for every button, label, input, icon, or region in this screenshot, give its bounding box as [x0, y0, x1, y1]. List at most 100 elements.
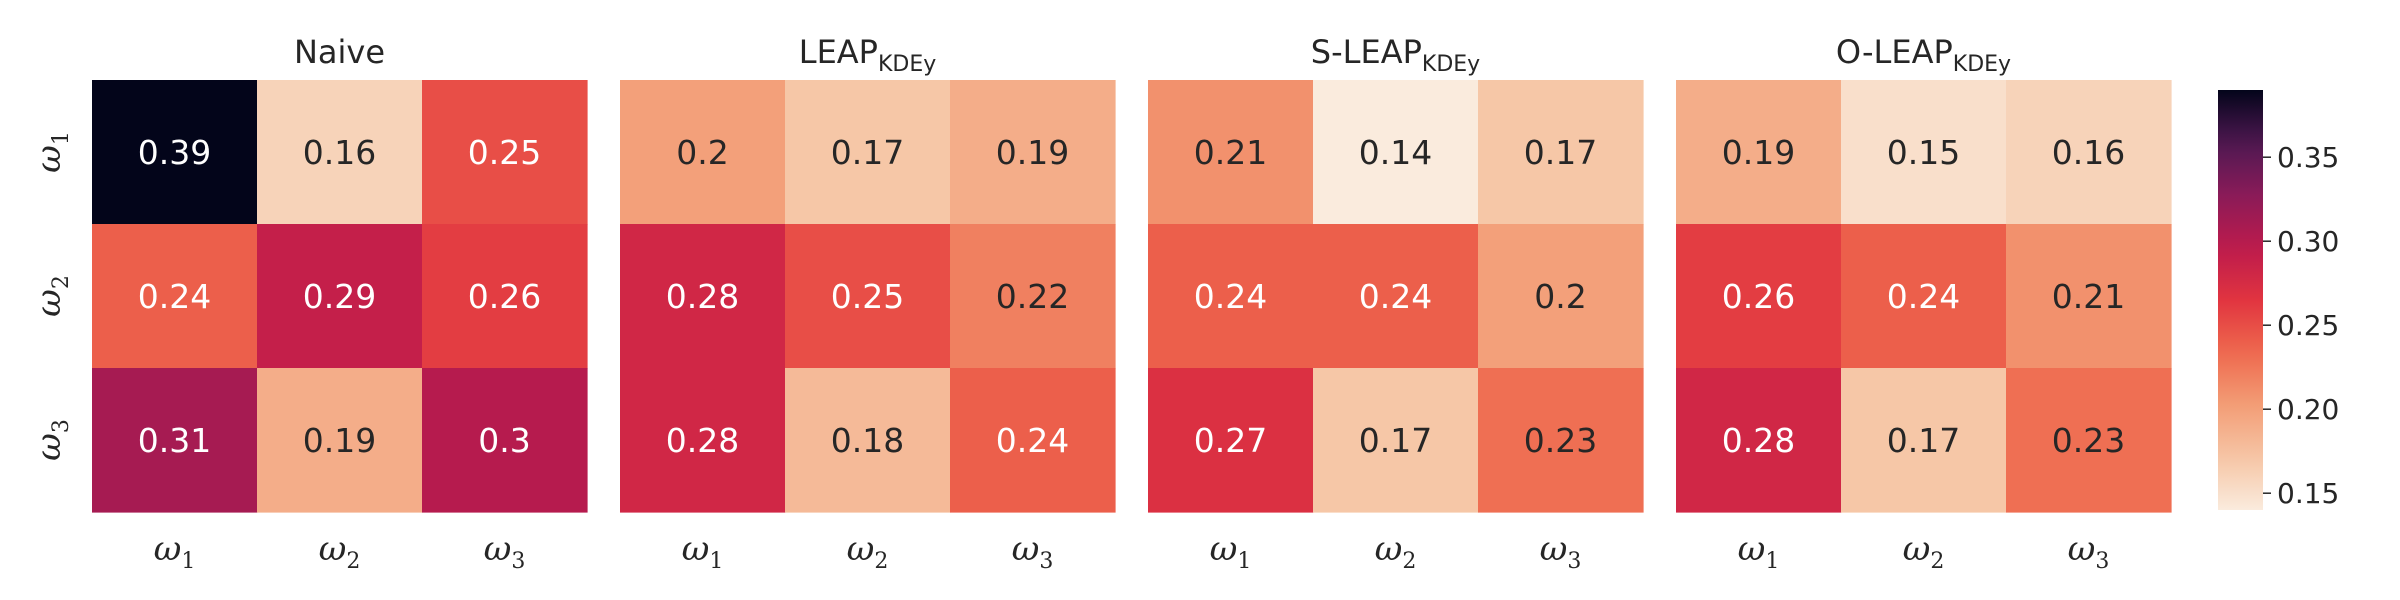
x-tick-label: ω3 — [1540, 529, 1582, 574]
cell-value-label: 0.19 — [303, 421, 376, 460]
heatmap-cell — [422, 80, 588, 225]
cell-value-label: 0.24 — [138, 277, 211, 316]
heatmap-cell — [1676, 368, 1842, 513]
cell-value-label: 0.2 — [676, 133, 728, 172]
cell-value-label: 0.28 — [666, 421, 739, 460]
heatmap-cell — [950, 368, 1116, 513]
heatmap-cell — [785, 368, 951, 513]
y-tick-label: ω1 — [29, 131, 74, 173]
colorbar-tick-label: 0.20 — [2277, 393, 2339, 426]
heatmap-cell — [257, 224, 423, 369]
colorbar-tick-label: 0.15 — [2277, 477, 2339, 510]
cell-value-label: 0.17 — [1359, 421, 1432, 460]
cell-value-label: 0.25 — [831, 277, 904, 316]
x-tick-label: ω3 — [2068, 529, 2110, 574]
cell-value-label: 0.14 — [1359, 133, 1432, 172]
cell-value-label: 0.17 — [1887, 421, 1960, 460]
heatmap-panel-3: S-LEAPKDEy 0.21 0.14 0.17 0.24 0.24 0.2 0.27 0.1… — [1148, 33, 1644, 574]
panel-title: Naive — [294, 33, 385, 71]
heatmap-cell — [1313, 368, 1479, 513]
heatmap-cell — [92, 224, 258, 369]
heatmap-cell — [2006, 368, 2172, 513]
x-tick-label: ω3 — [1012, 529, 1054, 574]
cell-value-label: 0.26 — [1722, 277, 1795, 316]
colorbar-tick-label: 0.25 — [2277, 309, 2339, 342]
heatmap-cell — [785, 80, 951, 225]
heatmap-panel-1: Naive 0.39 0.16 0.25 0.24 0.29 0.26 0.31 0.19 0.3… — [92, 33, 588, 574]
heatmap-cell — [1676, 224, 1842, 369]
heatmap-cell — [257, 368, 423, 513]
heatmap-cell — [2006, 80, 2172, 225]
cell-value-label: 0.29 — [303, 277, 376, 316]
row-axis: ω1 ω2 ω3 — [29, 131, 74, 461]
heatmap-cell — [92, 80, 258, 225]
x-tick-label: ω2 — [319, 529, 361, 574]
cell-value-label: 0.21 — [2052, 277, 2125, 316]
cell-value-label: 0.3 — [478, 421, 530, 460]
panel-title: O-LEAPKDEy — [1836, 33, 2011, 77]
heatmap-cell — [1841, 224, 2007, 369]
cell-value-label: 0.28 — [666, 277, 739, 316]
cell-value-label: 0.17 — [831, 133, 904, 172]
cell-value-label: 0.23 — [2052, 421, 2125, 460]
cell-value-label: 0.22 — [996, 277, 1069, 316]
heatmap-cell — [1841, 80, 2007, 225]
cell-value-label: 0.28 — [1722, 421, 1795, 460]
heatmap-panel-2: LEAPKDEy 0.2 0.17 0.19 0.28 0.25 0.22 0.28 0.18 0… — [620, 33, 1116, 574]
x-tick-label: ω2 — [847, 529, 889, 574]
heatmap-cell — [1478, 80, 1644, 225]
y-tick-label: ω3 — [29, 419, 74, 461]
heatmap-panel-4: O-LEAPKDEy 0.19 0.15 0.16 0.26 0.24 0.21 0.28 0.… — [1676, 33, 2172, 574]
heatmap-cell — [620, 224, 786, 369]
heatmap-cell — [620, 368, 786, 513]
heatmap-cell — [1148, 368, 1314, 513]
panel-title: S-LEAPKDEy — [1311, 33, 1480, 77]
heatmap-cell — [2006, 224, 2172, 369]
cell-value-label: 0.24 — [996, 421, 1069, 460]
x-tick-label: ω3 — [484, 529, 526, 574]
cell-value-label: 0.15 — [1887, 133, 1960, 172]
heatmap-cell — [1478, 368, 1644, 513]
cell-value-label: 0.19 — [996, 133, 1069, 172]
cell-value-label: 0.25 — [468, 133, 541, 172]
heatmap-cell — [785, 224, 951, 369]
heatmap-cell — [1478, 224, 1644, 369]
cell-value-label: 0.24 — [1194, 277, 1267, 316]
x-tick-label: ω1 — [154, 529, 196, 574]
cell-value-label: 0.24 — [1359, 277, 1432, 316]
panel-title: LEAPKDEy — [799, 33, 937, 77]
x-tick-label: ω1 — [1210, 529, 1252, 574]
heatmap-cell — [422, 224, 588, 369]
cell-value-label: 0.19 — [1722, 133, 1795, 172]
cell-value-label: 0.16 — [2052, 133, 2125, 172]
cell-value-label: 0.26 — [468, 277, 541, 316]
heatmap-cell — [1676, 80, 1842, 225]
heatmap-cell — [1841, 368, 2007, 513]
x-tick-label: ω2 — [1903, 529, 1945, 574]
heatmap-panels: Naive 0.39 0.16 0.25 0.24 0.29 0.26 0.31 0.19 0.3… — [92, 33, 2172, 574]
heatmap-cell — [257, 80, 423, 225]
cell-value-label: 0.24 — [1887, 277, 1960, 316]
cell-value-label: 0.17 — [1524, 133, 1597, 172]
heatmap-cell — [950, 80, 1116, 225]
heatmap-cell — [1148, 80, 1314, 225]
x-tick-label: ω2 — [1375, 529, 1417, 574]
x-tick-label: ω1 — [1738, 529, 1780, 574]
cell-value-label: 0.18 — [831, 421, 904, 460]
colorbar: 0.15 0.20 0.25 0.30 0.35 — [2218, 90, 2339, 510]
heatmap-cell — [1148, 224, 1314, 369]
heatmap-cell — [950, 224, 1116, 369]
cell-value-label: 0.16 — [303, 133, 376, 172]
heatmap-cell — [1313, 80, 1479, 225]
cell-value-label: 0.2 — [1534, 277, 1586, 316]
cell-value-label: 0.23 — [1524, 421, 1597, 460]
heatmap-cell — [422, 368, 588, 513]
y-tick-label: ω2 — [29, 275, 74, 317]
heatmap-cell — [92, 368, 258, 513]
x-tick-label: ω1 — [682, 529, 724, 574]
heatmap-cell — [620, 80, 786, 225]
colorbar-gradient — [2218, 90, 2263, 510]
cell-value-label: 0.31 — [138, 421, 211, 460]
heatmap-cell — [1313, 224, 1479, 369]
